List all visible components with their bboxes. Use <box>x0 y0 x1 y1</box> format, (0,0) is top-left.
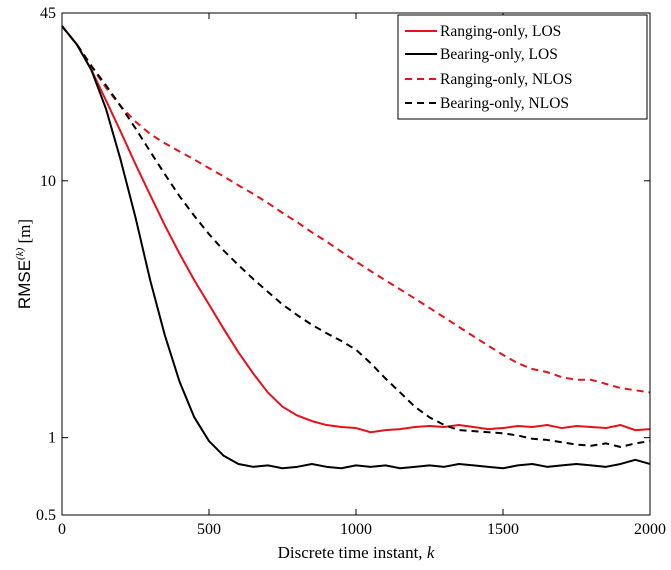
x-tick-label: 500 <box>197 521 221 538</box>
legend-label: Ranging-only, NLOS <box>440 71 572 88</box>
series-line-2 <box>61 25 651 470</box>
x-tick-label: 1500 <box>487 521 519 538</box>
x-tick-label: 1000 <box>340 521 372 538</box>
y-tick-label: 1 <box>48 430 56 447</box>
legend-label: Bearing-only, LOS <box>440 46 558 63</box>
legend-entry: Ranging-only, NLOS <box>405 71 572 88</box>
x-tick-label: 0 <box>58 521 66 538</box>
legend-label: Bearing-only, NLOS <box>440 95 569 112</box>
y-tick-label: 0.5 <box>36 507 56 524</box>
x-axis-label: Discrete time instant, k <box>278 543 435 562</box>
legend-box <box>397 14 648 120</box>
legend-entry: Bearing-only, NLOS <box>405 95 569 112</box>
y-tick-label: 10 <box>40 173 56 190</box>
plot-frame <box>61 12 651 516</box>
legend-label: Ranging-only, LOS <box>440 23 561 40</box>
series-layer <box>61 25 651 470</box>
legend-entry: Bearing-only, LOS <box>405 46 558 63</box>
legend: Ranging-only, LOS Bearing-only, LOS Rang… <box>397 14 648 120</box>
y-tick-label: 45 <box>40 5 56 22</box>
legend-entry: Ranging-only, LOS <box>405 23 561 40</box>
y-axis-label: RMSE(k) [m] <box>14 219 34 309</box>
x-tick-label: 2000 <box>634 521 666 538</box>
series-line-4 <box>61 25 651 448</box>
series-line-1 <box>61 25 651 434</box>
